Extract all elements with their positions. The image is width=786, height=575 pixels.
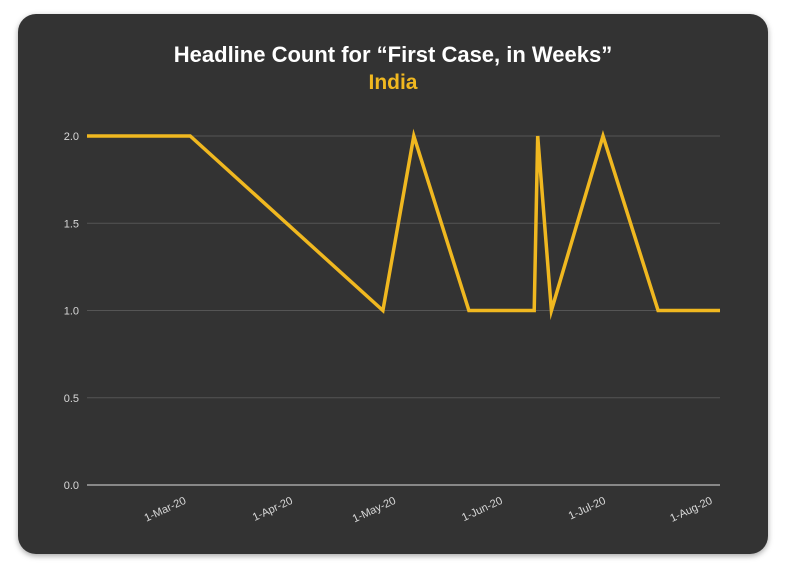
chart-title: Headline Count for “First Case, in Weeks… xyxy=(173,42,613,67)
y-axis-ticks: 0.0 0.5 1.0 1.5 2.0 xyxy=(64,131,79,492)
y-tick-label: 2.0 xyxy=(64,131,79,143)
x-tick-label: 1-May-20 xyxy=(351,495,398,526)
y-tick-label: 1.5 xyxy=(64,218,79,230)
x-axis-ticks: 1-Mar-20 1-Apr-20 1-May-20 1-Jun-20 1-Jul-20… xyxy=(143,495,715,526)
y-tick-label: 0.0 xyxy=(64,480,79,492)
x-tick-label: 1-Jul-20 xyxy=(567,495,608,523)
x-tick-label: 1-Aug-20 xyxy=(668,495,714,525)
y-tick-label: 1.0 xyxy=(64,306,79,318)
y-tick-label: 0.5 xyxy=(64,393,79,405)
chart-subtitle: India xyxy=(368,71,418,94)
x-tick-label: 1-Jun-20 xyxy=(460,495,504,524)
x-tick-label: 1-Mar-20 xyxy=(143,495,189,525)
series-layer xyxy=(86,128,721,321)
x-tick-label: 1-Apr-20 xyxy=(251,495,295,524)
chart-card xyxy=(18,14,768,554)
